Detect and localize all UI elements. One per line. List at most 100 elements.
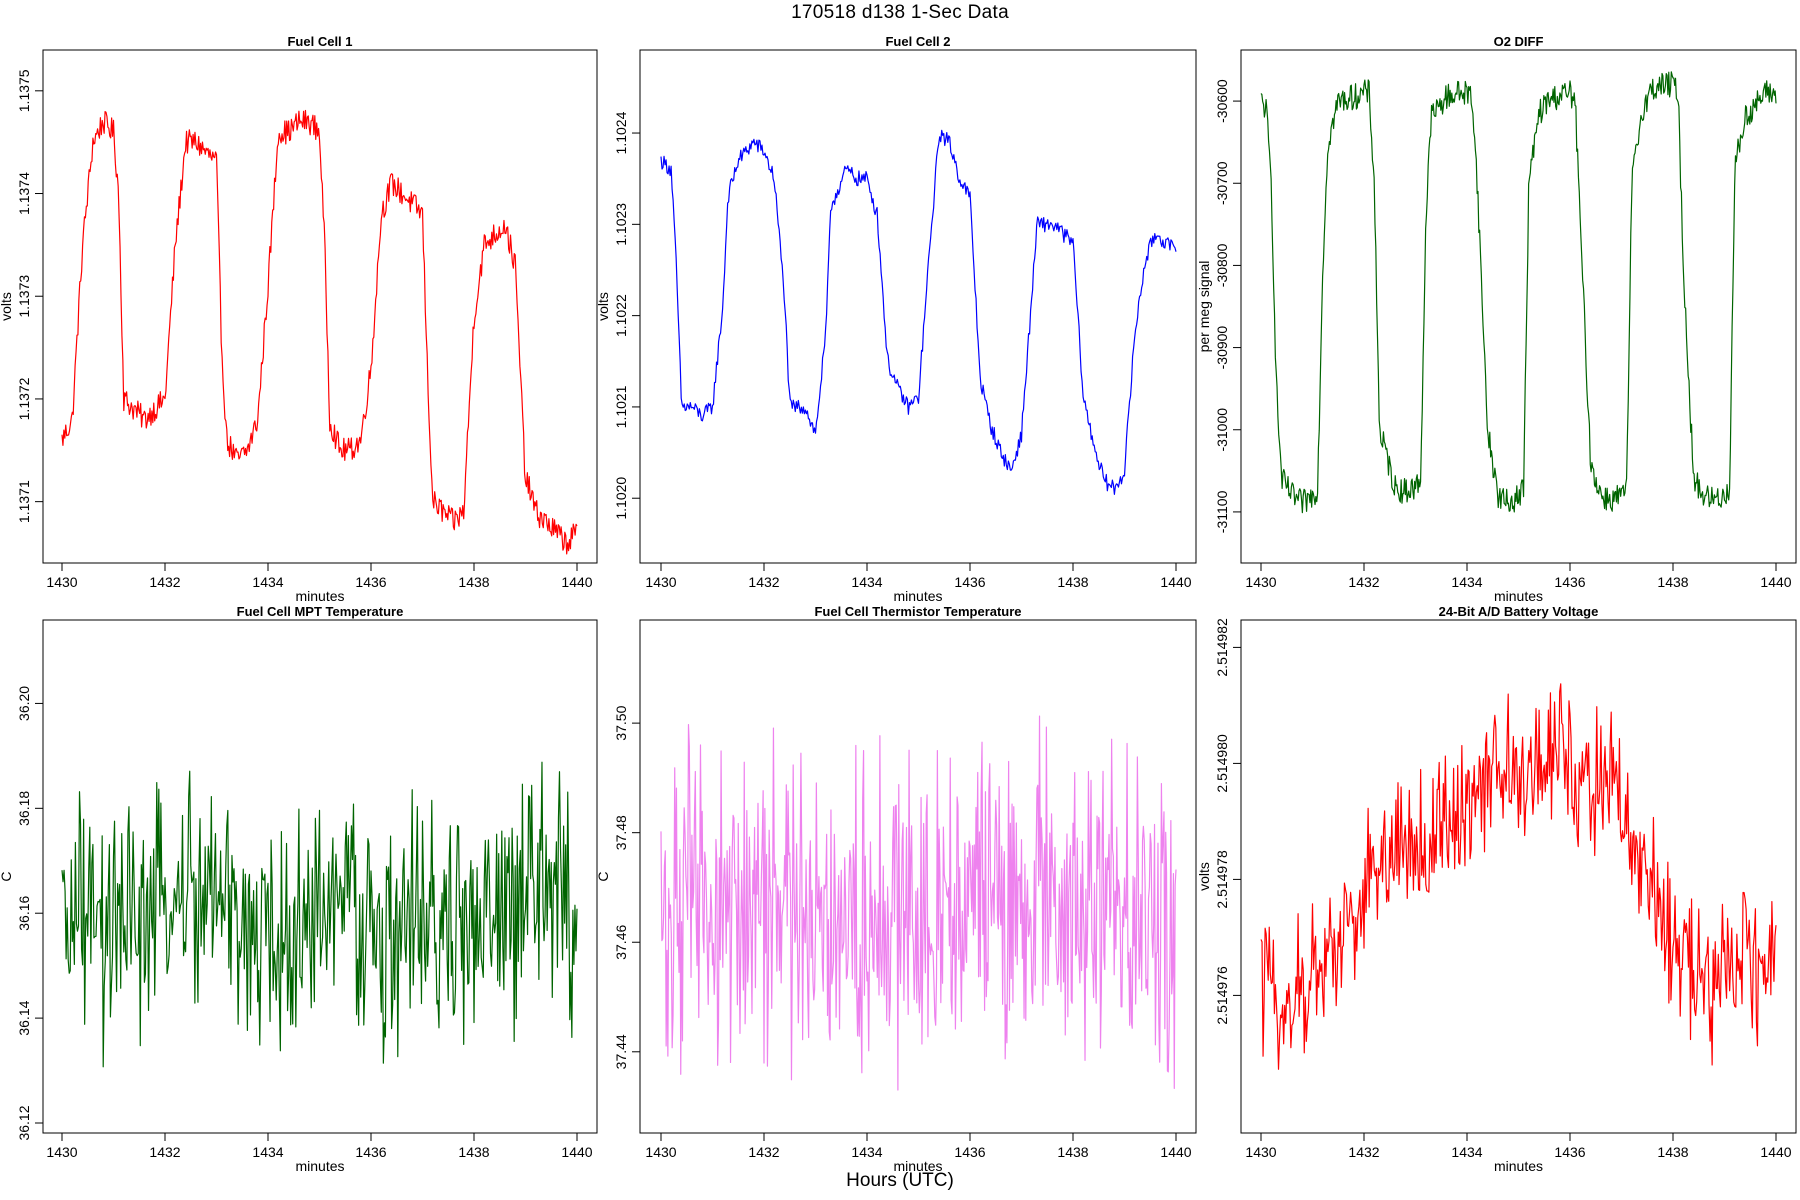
x-tick-label: 1438 xyxy=(458,1144,489,1160)
y-tick-label: 37.50 xyxy=(613,705,629,740)
x-axis-label: minutes xyxy=(1494,1158,1543,1174)
x-tick-label: 1434 xyxy=(851,574,882,590)
x-tick-label: 1436 xyxy=(1554,1144,1585,1160)
y-tick-label: 37.44 xyxy=(613,1034,629,1069)
x-tick-label: 1432 xyxy=(1348,574,1379,590)
series-line xyxy=(660,129,1177,495)
x-axis-label: minutes xyxy=(1494,588,1543,604)
y-tick-label: -30900 xyxy=(1214,326,1230,370)
x-tick-label: 1430 xyxy=(1245,574,1276,590)
y-tick-label: 36.12 xyxy=(16,1105,32,1140)
x-tick-label: 1430 xyxy=(1245,1144,1276,1160)
x-tick-label: 1430 xyxy=(645,1144,676,1160)
y-tick-label: 37.46 xyxy=(613,925,629,960)
y-axis-label: volts xyxy=(1196,862,1212,891)
chart-panel-5: Fuel Cell Thermistor Temperature 1430 1432… xyxy=(595,604,1197,1174)
y-tick-label: 1.1023 xyxy=(613,203,629,246)
page-title: 170518 d138 1-Sec Data xyxy=(791,2,1009,23)
chart-title: Fuel Cell MPT Temperature xyxy=(237,604,404,619)
x-tick-label: 1438 xyxy=(1057,574,1088,590)
x-tick-label: 1436 xyxy=(954,574,985,590)
y-axis-label: volts xyxy=(595,292,611,321)
x-tick-label: 1430 xyxy=(46,1144,77,1160)
y-tick-label: 2.514980 xyxy=(1214,734,1230,793)
x-tick-label: 1434 xyxy=(1451,1144,1482,1160)
series-line xyxy=(61,109,578,555)
x-tick-label: 1436 xyxy=(355,574,386,590)
y-tick-label: 36.20 xyxy=(16,686,32,721)
y-tick-label: 1.1024 xyxy=(613,111,629,154)
x-tick-label: 1434 xyxy=(1451,574,1482,590)
plot-frame xyxy=(42,49,598,564)
y-tick-label: 2.514978 xyxy=(1214,850,1230,909)
x-tick-label: 1430 xyxy=(645,574,676,590)
y-tick-label: 2.514976 xyxy=(1214,966,1230,1025)
y-tick-label: 1.1021 xyxy=(613,385,629,428)
x-tick-label: 1440 xyxy=(1160,574,1191,590)
x-axis-label: minutes xyxy=(295,588,344,604)
y-tick-label: -31100 xyxy=(1214,490,1230,533)
y-axis-label: C xyxy=(0,871,14,881)
y-tick-label: -30600 xyxy=(1214,79,1230,123)
chart-panel-3: O2 DIFF 1430 1432 1434 1436 1438 1440 minutes -3… xyxy=(1196,34,1797,604)
y-tick-label: 1.1374 xyxy=(16,172,32,215)
plot-frame xyxy=(42,619,598,1134)
x-tick-label: 1434 xyxy=(851,1144,882,1160)
series-line xyxy=(1260,683,1777,1070)
y-tick-label: 1.1372 xyxy=(16,377,32,420)
chart-panel-4: Fuel Cell MPT Temperature 1430 1432 1434 143… xyxy=(0,604,598,1174)
x-tick-label: 1432 xyxy=(748,574,779,590)
x-tick-label: 1432 xyxy=(1348,1144,1379,1160)
y-tick-label: -30700 xyxy=(1214,161,1230,205)
global-x-axis-label: Hours (UTC) xyxy=(846,1170,954,1191)
x-axis-label: minutes xyxy=(295,1158,344,1174)
y-tick-label: 36.14 xyxy=(16,1000,32,1035)
x-tick-label: 1430 xyxy=(46,574,77,590)
chart-title: O2 DIFF xyxy=(1494,34,1544,49)
y-tick-label: 37.48 xyxy=(613,815,629,850)
y-tick-label: 1.1371 xyxy=(16,480,32,523)
series-line xyxy=(1260,71,1777,514)
plot-frame xyxy=(1240,619,1797,1134)
y-tick-label: 1.1022 xyxy=(613,294,629,337)
y-axis-label: volts xyxy=(0,292,14,321)
x-tick-label: 1432 xyxy=(149,1144,180,1160)
x-tick-label: 1436 xyxy=(954,1144,985,1160)
x-tick-label: 1432 xyxy=(149,574,180,590)
x-tick-label: 1434 xyxy=(252,1144,283,1160)
x-tick-label: 1436 xyxy=(355,1144,386,1160)
series-line xyxy=(660,715,1177,1091)
y-tick-label: 2.514982 xyxy=(1214,618,1230,677)
x-tick-label: 1438 xyxy=(1057,1144,1088,1160)
x-tick-label: 1438 xyxy=(1657,1144,1688,1160)
chart-panel-1: Fuel Cell 1 1430 1432 1434 1436 1438 1440 minut… xyxy=(0,34,598,604)
chart-title: Fuel Cell 2 xyxy=(885,34,950,49)
chart-title: Fuel Cell Thermistor Temperature xyxy=(814,604,1021,619)
plot-frame xyxy=(639,619,1197,1134)
x-tick-label: 1438 xyxy=(458,574,489,590)
x-tick-label: 1440 xyxy=(561,574,592,590)
plot-frame xyxy=(639,49,1197,564)
x-tick-label: 1436 xyxy=(1554,574,1585,590)
y-tick-label: 1.1375 xyxy=(16,69,32,112)
chart-title: 24-Bit A/D Battery Voltage xyxy=(1439,604,1599,619)
x-tick-label: 1440 xyxy=(1760,1144,1791,1160)
x-axis-label: minutes xyxy=(893,588,942,604)
x-tick-label: 1440 xyxy=(1760,574,1791,590)
x-tick-label: 1434 xyxy=(252,574,283,590)
x-axis-label: minutes xyxy=(893,1158,942,1174)
y-tick-label: 36.16 xyxy=(16,895,32,930)
series-line xyxy=(61,761,578,1068)
y-tick-label: 36.18 xyxy=(16,791,32,826)
y-tick-label: -31000 xyxy=(1214,408,1230,452)
x-tick-label: 1432 xyxy=(748,1144,779,1160)
y-axis-label: per meg signal xyxy=(1196,261,1212,353)
y-tick-label: 1.1020 xyxy=(613,477,629,520)
plot-frame xyxy=(1240,49,1797,564)
x-tick-label: 1440 xyxy=(1160,1144,1191,1160)
chart-panel-6: 24-Bit A/D Battery Voltage 1430 1432 1434 14… xyxy=(1196,604,1797,1174)
chart-title: Fuel Cell 1 xyxy=(287,34,352,49)
x-tick-label: 1440 xyxy=(561,1144,592,1160)
